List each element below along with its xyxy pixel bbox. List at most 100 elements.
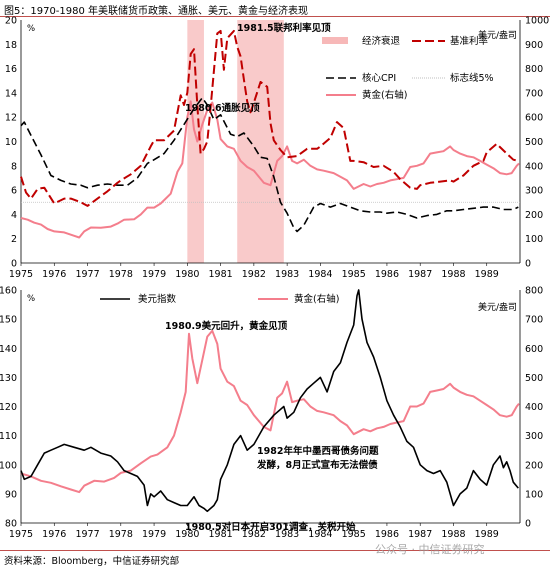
x-tick-label: 1987 [408,269,432,280]
y-right-tick-label: 1000 [525,16,549,27]
legend-label: 黄金(右轴) [294,293,339,305]
title-rule [0,16,550,17]
series-line-gold [20,329,520,494]
y-right-tick-label: 100 [525,489,543,500]
x-tick-label: 1986 [375,269,399,280]
source-note: 资料来源：Bloomberg，中信证券研究部 [4,556,180,567]
x-tick-label: 1978 [109,529,133,540]
y-tick-label: 18 [5,40,17,51]
y-tick-label: 100 [0,460,17,471]
x-tick-label: 1975 [9,269,33,280]
y-unit-left: % [27,294,35,304]
x-tick-label: 1989 [475,529,499,540]
x-tick-label: 1987 [408,529,432,540]
source-rule [0,550,550,551]
y-right-tick-label: 500 [525,373,543,384]
y-right-tick-label: 300 [525,431,543,442]
annotation: 发酵，8月正式宣布无法偿债 [256,459,378,471]
y-right-tick-label: 200 [525,210,543,221]
y-right-tick-label: 200 [525,460,543,471]
y-tick-label: 160 [0,286,17,297]
y-unit-left: % [27,24,35,34]
y-right-tick-label: 800 [525,64,543,75]
x-tick-label: 1984 [308,269,332,280]
y-tick-label: 140 [0,344,17,355]
x-tick-label: 1979 [142,529,166,540]
x-tick-label: 1979 [142,269,166,280]
x-tick-label: 1980 [175,529,199,540]
figure-title: 图5：1970-1980 年美联储货币政策、通胀、美元、黄金与经济表现 [4,6,309,17]
y-right-tick-label: 0 [525,259,531,270]
y-right-tick-label: 900 [525,40,543,51]
y-tick-label: 14 [5,88,17,99]
x-tick-label: 1985 [342,269,366,280]
y-right-tick-label: 700 [525,315,543,326]
y-right-tick-label: 300 [525,186,543,197]
legend-label: 核心CPI [362,72,396,84]
y-tick-label: 120 [0,402,17,413]
legend-label: 黄金(右轴) [362,89,407,101]
legend-label: 基准利率 [450,35,489,47]
y-right-tick-label: 500 [525,137,543,148]
y-tick-label: 130 [0,373,17,384]
chart-dollar-gold: 80 90 100 110 120 130 140 150 160 0 100 200 300 400 50… [0,286,543,541]
x-tick-label: 1982 [242,529,266,540]
x-tick-label: 1988 [441,269,465,280]
legend-label: 经济衰退 [362,35,401,47]
x-tick-label: 1981 [209,269,233,280]
annotation: 1980.5对日本开启301调查，关税开始 [185,521,356,533]
annotation: 1980.6通胀见顶 [185,102,260,114]
x-tick-label: 1976 [42,269,66,280]
y-right-tick-label: 700 [525,88,543,99]
y-tick-label: 2 [11,234,17,245]
x-tick-label: 1985 [342,529,366,540]
recession-band [237,20,284,263]
y-tick-label: 4 [11,210,17,221]
x-tick-label: 1983 [275,269,299,280]
y-unit-right: 美元/盎司 [478,29,517,41]
y-tick-label: 10 [5,137,17,148]
x-tick-label: 1986 [375,529,399,540]
x-tick-label: 1981 [209,529,233,540]
y-tick-label: 8 [11,161,17,172]
y-right-tick-label: 600 [525,344,543,355]
watermark: 公众号 · 中信证券研究 [375,543,485,556]
x-tick-label: 1980 [175,269,199,280]
x-tick-label: 1983 [275,529,299,540]
y-tick-label: 150 [0,315,17,326]
annotation: 1980.9美元回升，黄金见顶 [165,320,288,332]
y-tick-label: 16 [5,64,17,75]
y-right-tick-label: 400 [525,161,543,172]
series-line-fed-rate [20,29,519,207]
x-tick-label: 1978 [109,269,133,280]
y-tick-label: 110 [0,431,17,442]
x-tick-label: 1984 [308,529,332,540]
annotation: 1982年年中墨西哥债务问题 [257,445,379,457]
y-tick-label: 80 [5,519,17,530]
x-tick-label: 1989 [475,269,499,280]
x-tick-label: 1976 [42,529,66,540]
series-line-core-cpi [20,97,519,233]
y-right-tick-label: 400 [525,402,543,413]
y-tick-label: 20 [5,16,17,27]
annotation: 1981.5联邦利率见顶 [237,22,331,34]
y-right-tick-label: 0 [525,519,531,530]
series-line-gold [20,100,520,239]
y-right-tick-label: 100 [525,234,543,245]
y-unit-right: 美元/盎司 [478,301,517,313]
legend-label: 美元指数 [138,293,177,305]
y-right-tick-label: 800 [525,286,543,297]
legend-label: 标志线5% [450,72,494,84]
y-tick-label: 12 [5,113,17,124]
y-right-tick-label: 600 [525,113,543,124]
chart-rates-cpi-gold: 0246810121416182001002003004005006007008… [5,16,549,281]
x-tick-label: 1977 [75,269,99,280]
x-tick-label: 1982 [242,269,266,280]
legend-swatch-recession [322,37,348,44]
x-tick-label: 1988 [441,529,465,540]
x-tick-label: 1975 [9,529,33,540]
y-tick-label: 0 [11,259,17,270]
y-tick-label: 6 [11,186,17,197]
x-tick-label: 1977 [75,529,99,540]
y-tick-label: 90 [5,489,17,500]
